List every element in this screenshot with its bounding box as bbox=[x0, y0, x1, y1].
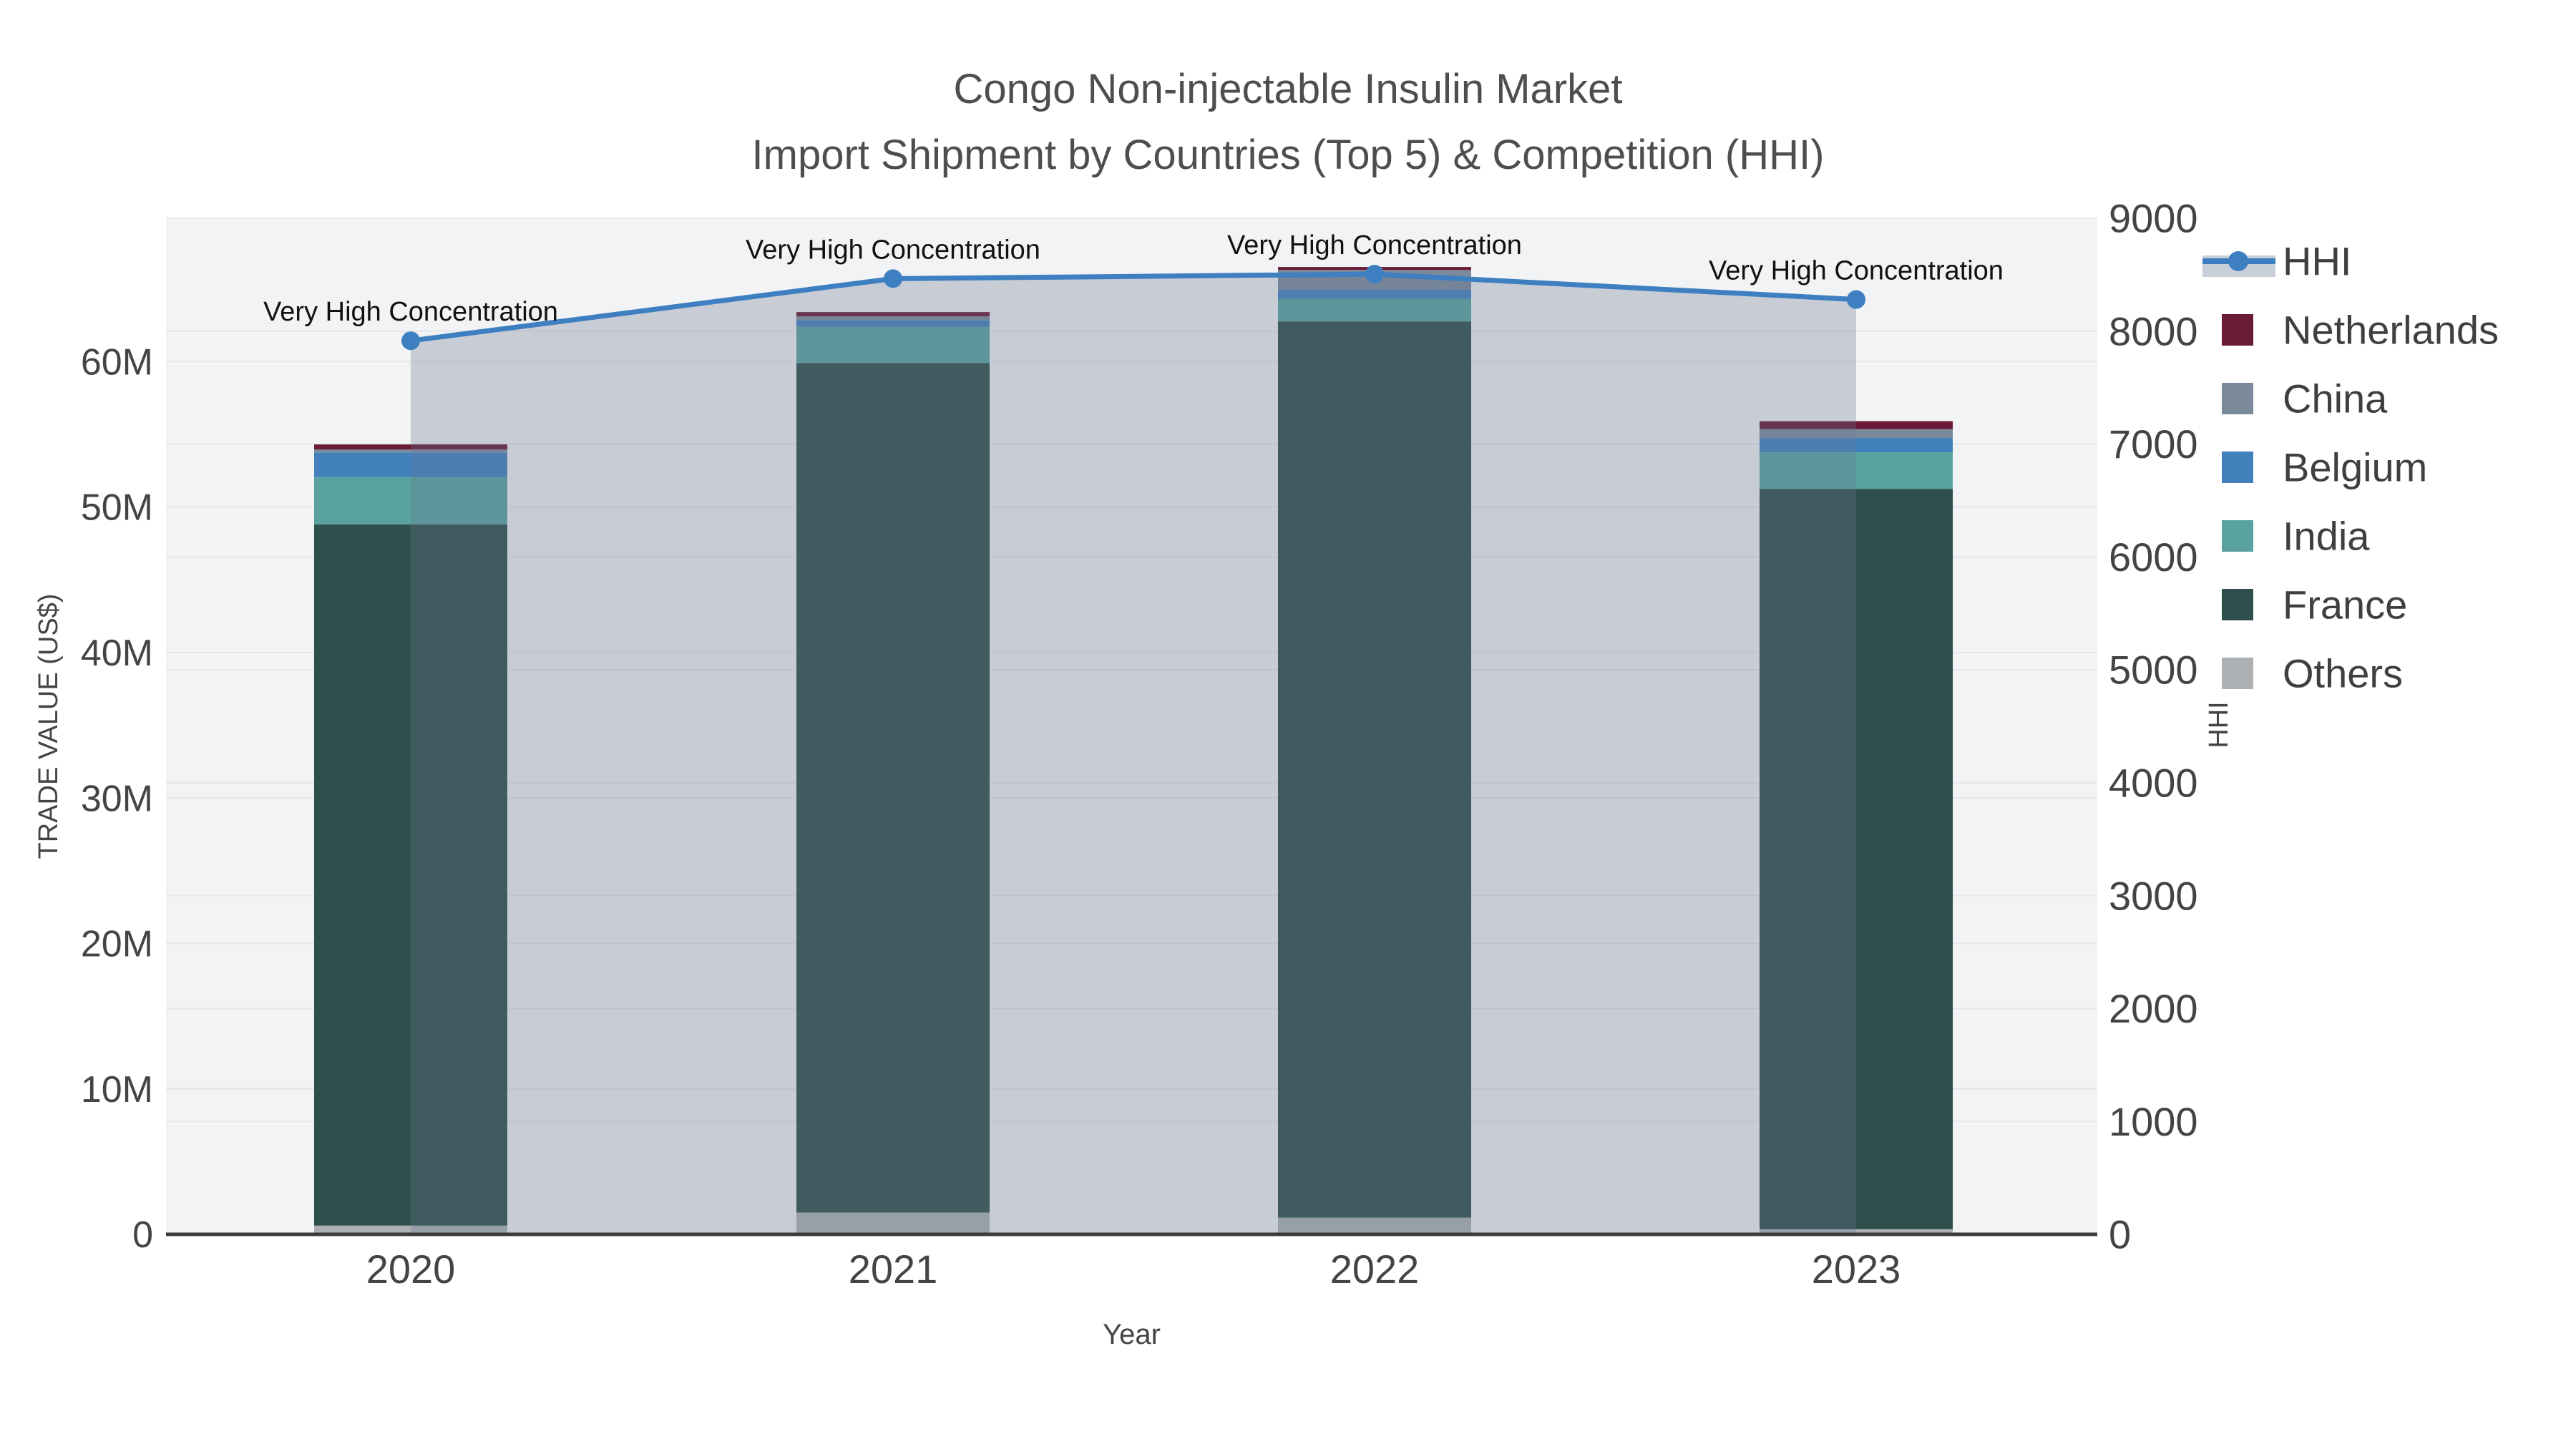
bar-segment-2021-others[interactable] bbox=[796, 1212, 990, 1234]
right-axis-tick-label: 2000 bbox=[2109, 986, 2198, 1031]
x-axis-tick-label-2020: 2020 bbox=[366, 1246, 456, 1292]
left-axis-tick-label: 10M bbox=[81, 1069, 153, 1111]
bar-segment-2022-others[interactable] bbox=[1278, 1217, 1471, 1234]
bar-segment-2020-netherlands[interactable] bbox=[314, 444, 507, 450]
legend-item-netherlands[interactable]: Netherlands bbox=[2222, 308, 2499, 353]
legend-label-others: Others bbox=[2283, 651, 2403, 696]
bar-segment-2020-others[interactable] bbox=[314, 1225, 507, 1234]
annotation-2022: Very High Concentration bbox=[1227, 230, 1522, 260]
legend-swatch-china bbox=[2222, 383, 2253, 414]
bar-segment-2020-france[interactable] bbox=[314, 524, 507, 1226]
legend-label-belgium: Belgium bbox=[2283, 445, 2427, 490]
bar-segment-2020-china[interactable] bbox=[314, 449, 507, 453]
bar-segment-2023-india[interactable] bbox=[1760, 452, 1953, 489]
bar-segment-2023-netherlands[interactable] bbox=[1760, 421, 1953, 429]
hhi-marker-2021[interactable] bbox=[884, 269, 902, 288]
right-axis-title: HHI bbox=[2204, 701, 2234, 748]
left-axis-tick-label: 20M bbox=[81, 924, 153, 965]
right-axis-tick-label: 7000 bbox=[2109, 421, 2198, 467]
bar-segment-2022-india[interactable] bbox=[1278, 298, 1471, 322]
bar-segment-2020-india[interactable] bbox=[314, 477, 507, 525]
legend-swatch-belgium bbox=[2222, 452, 2253, 483]
x-axis-tick-label-2021: 2021 bbox=[849, 1246, 938, 1292]
legend-item-china[interactable]: China bbox=[2222, 376, 2388, 421]
legend-swatch-france bbox=[2222, 589, 2253, 620]
legend-swatch-india bbox=[2222, 520, 2253, 552]
bar-segment-2021-belgium[interactable] bbox=[796, 320, 990, 327]
hhi-area-fill bbox=[411, 274, 1856, 1235]
legend-item-france[interactable]: France bbox=[2222, 582, 2407, 628]
x-axis-tick-label-2022: 2022 bbox=[1330, 1246, 1420, 1292]
bar-segment-2021-india[interactable] bbox=[796, 326, 990, 364]
chart-title: Congo Non-injectable Insulin Market bbox=[953, 66, 1623, 112]
legend-item-hhi[interactable]: HHI bbox=[2202, 239, 2351, 284]
annotation-2021: Very High Concentration bbox=[746, 235, 1040, 265]
right-axis-tick-label: 0 bbox=[2109, 1212, 2131, 1257]
legend-label-france: France bbox=[2283, 582, 2407, 628]
legend-item-belgium[interactable]: Belgium bbox=[2222, 445, 2427, 490]
legend-label-netherlands: Netherlands bbox=[2283, 308, 2499, 353]
left-axis-tick-label: 60M bbox=[81, 341, 153, 383]
right-axis-tick-label: 1000 bbox=[2109, 1099, 2198, 1144]
annotation-2023: Very High Concentration bbox=[1709, 256, 2004, 286]
bar-segment-2023-france[interactable] bbox=[1760, 489, 1953, 1229]
bar-segment-2021-china[interactable] bbox=[796, 316, 990, 321]
x-axis-title: Year bbox=[1103, 1319, 1161, 1350]
hhi-marker-2022[interactable] bbox=[1365, 265, 1384, 284]
hhi-line[interactable] bbox=[410, 271, 1857, 343]
right-axis-tick-label: 9000 bbox=[2109, 196, 2198, 241]
left-axis-tick-label: 50M bbox=[81, 487, 153, 529]
right-axis-tick-label: 6000 bbox=[2109, 535, 2198, 580]
left-axis-tick-label: 40M bbox=[81, 633, 153, 674]
bar-segment-2021-netherlands[interactable] bbox=[796, 312, 990, 317]
hhi-marker-2023[interactable] bbox=[1847, 290, 1865, 309]
right-axis-tick-label: 8000 bbox=[2109, 308, 2198, 353]
hhi-marker-2020[interactable] bbox=[401, 331, 420, 351]
legend-label-india: India bbox=[2283, 514, 2370, 559]
bar-segment-2023-belgium[interactable] bbox=[1760, 437, 1953, 453]
legend-hhi-marker-swatch bbox=[2228, 251, 2248, 271]
chart-subtitle: Import Shipment by Countries (Top 5) & C… bbox=[751, 132, 1825, 178]
legend-swatch-netherlands bbox=[2222, 314, 2253, 346]
bar-segment-2023-china[interactable] bbox=[1760, 429, 1953, 438]
x-axis-tick-label-2023: 2023 bbox=[1812, 1246, 1901, 1292]
right-axis-tick-label: 3000 bbox=[2109, 873, 2198, 918]
left-axis-title: TRADE VALUE (US$) bbox=[34, 594, 64, 859]
bar-segment-2023-others[interactable] bbox=[1760, 1229, 1953, 1234]
bar-segment-2022-belgium[interactable] bbox=[1278, 289, 1471, 299]
right-axis-tick-label: 5000 bbox=[2109, 648, 2198, 693]
left-axis-tick-label: 30M bbox=[81, 778, 153, 819]
legend-label-hhi: HHI bbox=[2283, 239, 2351, 284]
legend-item-india[interactable]: India bbox=[2222, 514, 2370, 559]
legend-swatch-others bbox=[2222, 658, 2253, 689]
left-axis-tick-label: 0 bbox=[132, 1214, 153, 1256]
legend-item-others[interactable]: Others bbox=[2222, 651, 2403, 696]
annotation-2020: Very High Concentration bbox=[263, 297, 558, 327]
bar-segment-2021-france[interactable] bbox=[796, 363, 990, 1213]
bar-segment-2020-belgium[interactable] bbox=[314, 452, 507, 477]
bar-segment-2022-france[interactable] bbox=[1278, 321, 1471, 1218]
right-axis-tick-label: 4000 bbox=[2109, 760, 2198, 805]
legend-label-china: China bbox=[2283, 376, 2388, 421]
